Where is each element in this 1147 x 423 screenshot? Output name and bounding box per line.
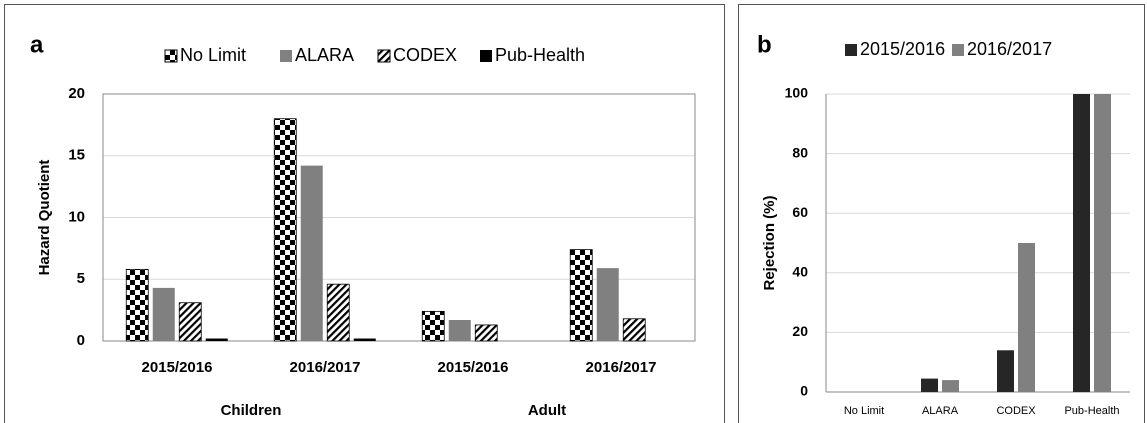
legend-swatch xyxy=(280,50,292,62)
y-tick-label: 20 xyxy=(68,85,85,102)
bar xyxy=(273,118,297,342)
bar xyxy=(448,320,471,341)
x-tick-label: 2016/2017 xyxy=(586,359,657,376)
y-tick-label: 100 xyxy=(785,85,809,101)
bar xyxy=(474,324,498,342)
bar xyxy=(1094,94,1111,392)
legend-label: 2015/2016 xyxy=(860,39,945,59)
legend-swatch xyxy=(164,49,178,63)
y-tick-label: 20 xyxy=(792,323,808,339)
bar xyxy=(353,338,376,341)
y-tick-label: 0 xyxy=(800,383,808,399)
y-tick-label: 80 xyxy=(792,144,808,160)
y-axis-label: Rejection (%) xyxy=(761,195,778,290)
bar xyxy=(152,287,175,341)
y-tick-label: 0 xyxy=(77,332,85,349)
bar xyxy=(421,310,445,342)
y-axis-label: Hazard Quotient xyxy=(36,160,53,276)
group-label: Adult xyxy=(528,402,566,419)
group-label: Children xyxy=(221,402,282,419)
legend-swatch xyxy=(845,44,857,56)
legend-swatch xyxy=(952,44,964,56)
bar xyxy=(300,165,323,341)
x-tick-label: 2016/2017 xyxy=(290,359,361,376)
x-tick-label: CODEX xyxy=(996,405,1036,417)
bar xyxy=(178,302,202,342)
legend-label: Pub-Health xyxy=(495,45,585,65)
legend-label: ALARA xyxy=(295,45,354,65)
panel-frame xyxy=(4,4,725,423)
x-tick-label: 2015/2016 xyxy=(142,359,213,376)
bar xyxy=(622,318,646,342)
legend-swatch xyxy=(480,50,492,62)
bar xyxy=(569,249,593,342)
x-tick-label: No Limit xyxy=(844,405,884,417)
bar xyxy=(1018,243,1035,392)
bar xyxy=(125,268,149,342)
bar xyxy=(596,268,619,341)
bar xyxy=(326,283,350,342)
panel-label: a xyxy=(30,31,44,58)
legend-label: 2016/2017 xyxy=(967,39,1052,59)
bar xyxy=(997,350,1014,392)
x-tick-label: Pub-Health xyxy=(1064,405,1119,417)
x-tick-label: ALARA xyxy=(922,405,959,417)
panel-frame xyxy=(738,4,1145,423)
y-tick-label: 5 xyxy=(77,270,85,287)
legend-label: CODEX xyxy=(393,45,457,65)
bar xyxy=(942,380,959,392)
bar xyxy=(205,338,228,341)
plot-frame xyxy=(102,93,696,342)
bar xyxy=(1073,94,1090,392)
y-tick-label: 40 xyxy=(792,264,808,280)
y-tick-label: 60 xyxy=(792,204,808,220)
y-tick-label: 10 xyxy=(68,208,85,225)
bar xyxy=(921,378,938,392)
x-tick-label: 2015/2016 xyxy=(438,359,509,376)
panel-label: b xyxy=(757,31,772,58)
y-tick-label: 15 xyxy=(68,147,85,164)
legend-label: No Limit xyxy=(180,45,246,65)
legend-swatch xyxy=(377,49,391,63)
